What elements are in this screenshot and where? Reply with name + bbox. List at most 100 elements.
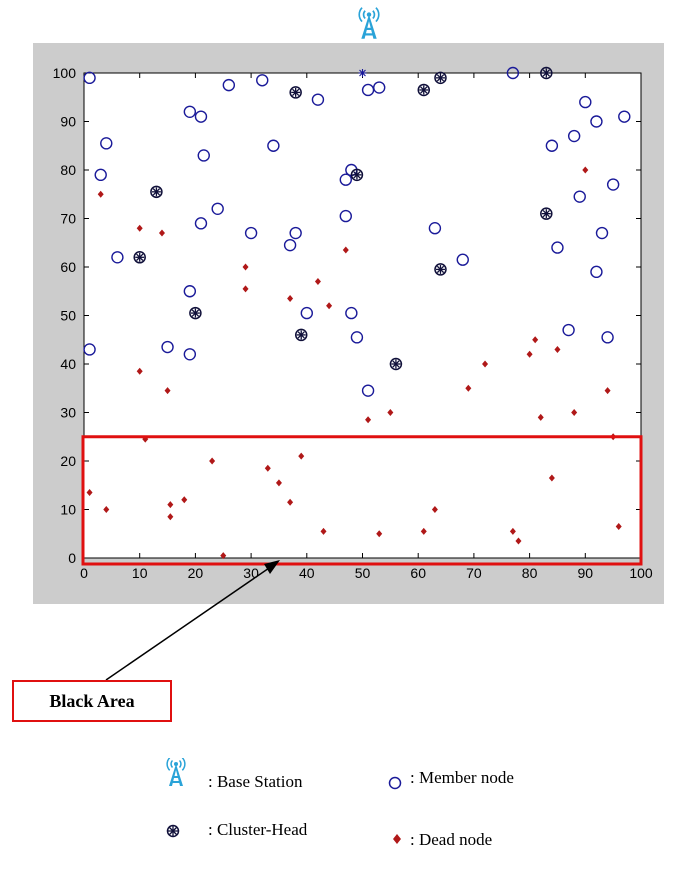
dead-node-point <box>97 190 104 198</box>
member-node-point <box>300 306 313 320</box>
legend-cluster-head: : Cluster-Head <box>164 820 364 844</box>
dead-node-point <box>326 302 333 310</box>
dead-node-point <box>158 229 165 237</box>
y-tick-label: 70 <box>60 211 76 227</box>
member-node-point <box>222 78 236 92</box>
dead-node-point <box>320 527 327 535</box>
dead-node-point <box>136 367 143 375</box>
member-node-point <box>83 343 96 356</box>
annotation-arrowhead <box>264 560 280 574</box>
dead-node-point <box>365 416 372 424</box>
legend-label-base-station: : Base Station <box>208 772 303 791</box>
black-area-label: Black Area <box>12 680 172 722</box>
x-tick-label: 40 <box>299 565 315 581</box>
member-node-point <box>100 137 113 150</box>
member-node-point <box>83 71 96 85</box>
dead-node-point <box>509 527 516 535</box>
member-node-point <box>373 81 386 94</box>
y-tick-label: 100 <box>53 65 77 81</box>
dead-node-point <box>604 387 611 395</box>
x-tick-label: 60 <box>410 565 426 581</box>
y-tick-label: 20 <box>60 453 76 469</box>
x-tick-label: 30 <box>243 565 259 581</box>
dead-node-point <box>242 285 249 293</box>
member-node-point <box>339 173 352 186</box>
y-tick-label: 60 <box>60 259 76 275</box>
dead-node-point <box>264 464 271 472</box>
dead-node-point <box>376 530 383 538</box>
legend-base-station: : Base Station <box>160 758 360 791</box>
member-node-point <box>606 178 620 191</box>
dead-node-point <box>314 278 321 286</box>
member-node-point <box>183 285 197 298</box>
annotation-arrow <box>105 565 273 681</box>
member-node-point <box>194 217 208 230</box>
dead-node-point <box>242 263 249 271</box>
member-node-point <box>345 306 358 320</box>
dead-node-point <box>548 474 555 482</box>
member-node-point <box>428 221 442 235</box>
member-node-point <box>595 226 609 240</box>
cluster-head-point <box>389 357 403 371</box>
dead-node-point <box>209 457 216 465</box>
cluster-head-point <box>540 66 553 80</box>
y-tick-label: 30 <box>60 405 76 421</box>
member-node-point <box>211 202 224 216</box>
y-tick-label: 90 <box>60 114 76 130</box>
cluster-head-point <box>350 168 364 182</box>
dead-node-point <box>298 452 305 460</box>
member-node-point <box>350 331 364 344</box>
dead-node-point <box>287 498 294 506</box>
member-node-point <box>197 149 210 162</box>
x-axis-ticks: 0 10 20 30 40 50 60 70 80 90 100 <box>80 73 653 581</box>
dead-node-point <box>136 224 143 232</box>
x-tick-label: 100 <box>629 565 653 581</box>
dead-node-point <box>515 537 522 545</box>
dead-node-point <box>526 350 533 358</box>
member-node-point <box>111 251 124 264</box>
dead-node-point <box>537 413 544 421</box>
member-node-point <box>267 139 280 152</box>
dead-node-point <box>164 387 171 395</box>
dead-node-point <box>482 360 489 368</box>
dead-node-point <box>532 336 539 344</box>
member-node-point <box>601 331 614 344</box>
dead-node-point <box>571 409 578 416</box>
dead-node-point <box>167 513 174 521</box>
member-node-point <box>456 253 469 266</box>
legend-member-node: : Member node <box>386 768 606 792</box>
black-area-highlight <box>81 435 643 566</box>
data-points <box>83 66 631 560</box>
legend-label-cluster-head: : Cluster-Head <box>208 820 308 839</box>
member-node-point <box>590 115 603 128</box>
member-node-point <box>183 105 197 119</box>
member-node-point <box>311 93 325 106</box>
cluster-head-point <box>434 71 447 85</box>
x-tick-label: 50 <box>355 565 371 581</box>
dead-node-point <box>103 506 110 513</box>
red-diamond-icon <box>393 834 401 844</box>
dead-node-point <box>615 522 622 530</box>
cluster-head-point <box>294 328 308 342</box>
cluster-head-point <box>434 263 447 276</box>
dead-node-point <box>554 345 561 353</box>
legend-label-dead-node: : Dead node <box>410 830 493 849</box>
cluster-head-point <box>289 86 302 99</box>
cluster-head-point <box>417 83 431 97</box>
dead-node-point <box>220 552 227 560</box>
antenna-icon <box>166 758 186 786</box>
legend-label-member-node: : Member node <box>410 768 514 787</box>
plot-area <box>83 72 642 559</box>
dead-node-point <box>582 166 589 174</box>
x-tick-label: 70 <box>466 565 482 581</box>
member-node-point <box>161 340 174 354</box>
y-tick-label: 10 <box>60 502 76 518</box>
base-station-antenna-icon <box>358 7 380 39</box>
cluster-head-point <box>189 306 202 320</box>
dead-node-point <box>181 496 188 504</box>
dead-node-point <box>342 246 349 254</box>
dead-node-point <box>387 409 394 416</box>
member-node-point <box>289 226 302 240</box>
open-circle-icon <box>388 776 402 790</box>
dead-node-point <box>287 295 294 303</box>
